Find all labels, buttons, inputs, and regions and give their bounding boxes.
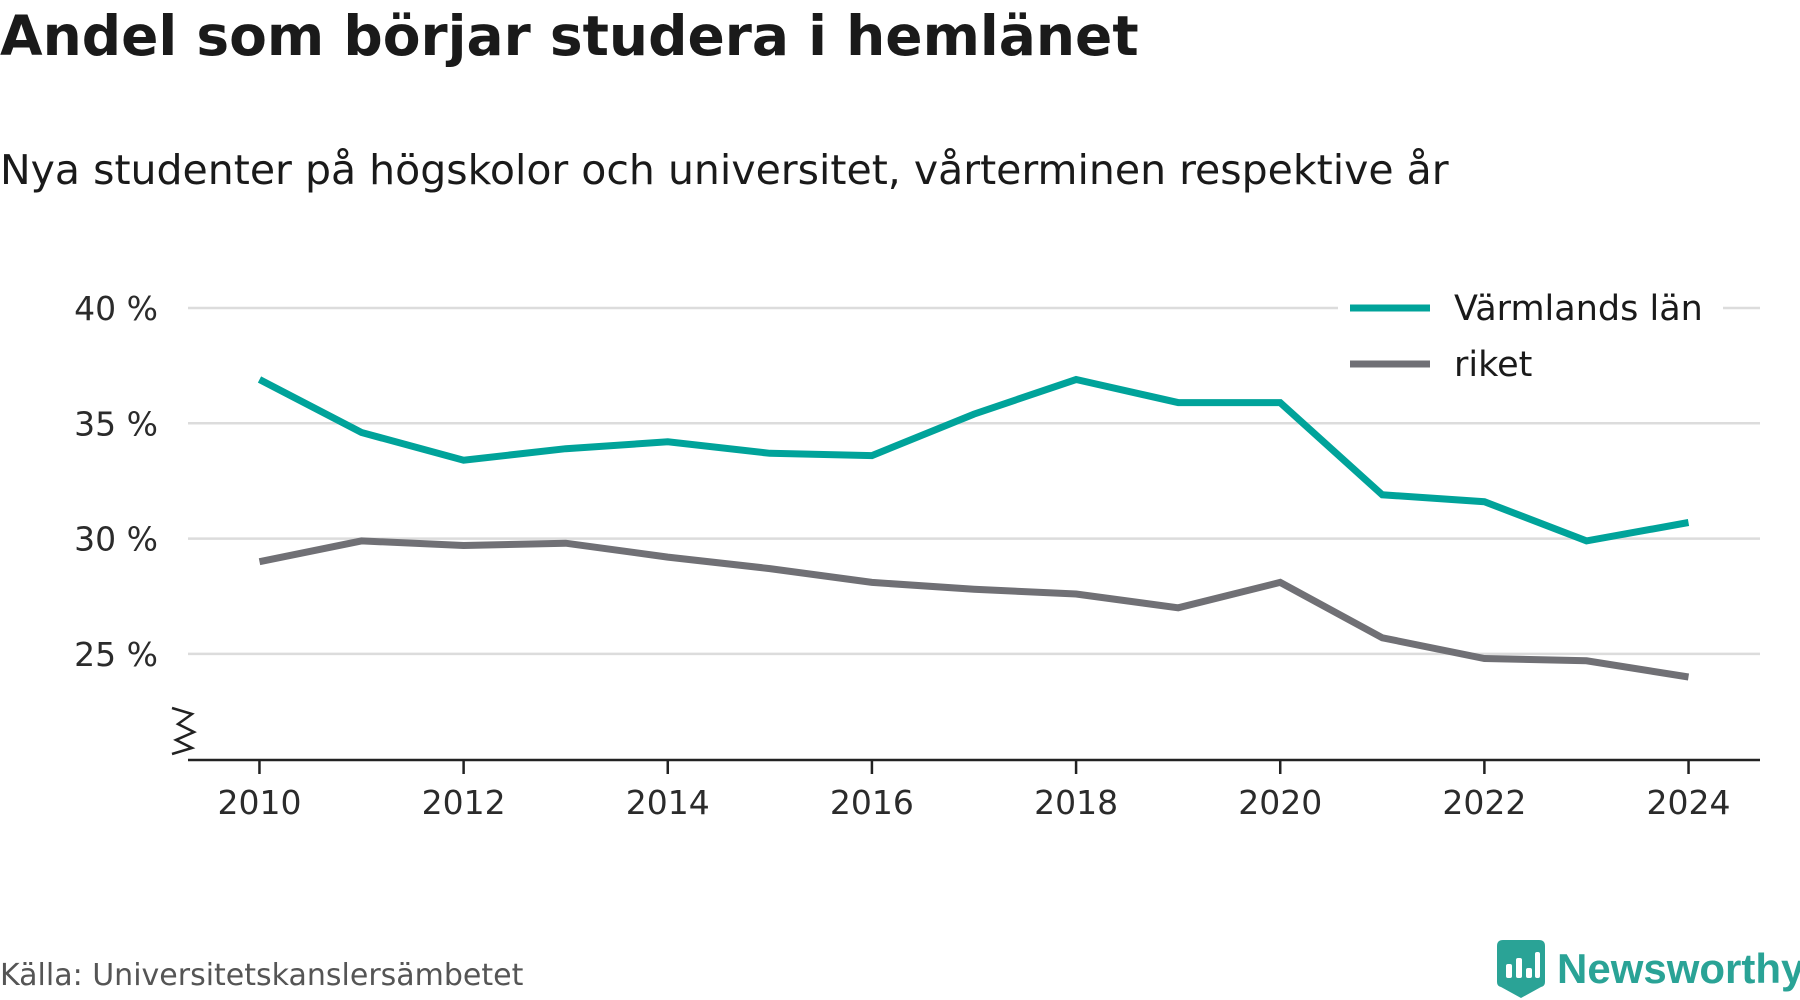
x-axis: 2010 2012 2014 2016 2018 2020 2022 2024	[188, 758, 1760, 822]
x-tick-label: 2016	[830, 783, 914, 822]
chart-title: Andel som börjar studera i hemlänet	[0, 4, 1139, 68]
axis-break-zigzag	[171, 706, 197, 756]
x-tick-label: 2010	[217, 783, 301, 822]
legend: Värmlands län riket	[1350, 289, 1703, 385]
y-tick-label: 35 %	[74, 404, 158, 443]
y-tick-label: 40 %	[74, 289, 158, 328]
legend-label: riket	[1454, 345, 1532, 385]
legend-background	[1338, 286, 1723, 396]
y-axis-ticks: 25 % 30 % 35 % 40 %	[74, 289, 158, 674]
legend-box	[1338, 286, 1723, 396]
newsworthy-logo-icon	[1497, 940, 1545, 998]
y-tick-label: 30 %	[74, 520, 158, 559]
x-tick-label: 2020	[1238, 783, 1322, 822]
x-tick-label: 2012	[422, 783, 506, 822]
x-tick-label: 2018	[1034, 783, 1118, 822]
x-tick-label: 2022	[1442, 783, 1526, 822]
series-line	[258, 537, 1690, 681]
x-tick-label: 2014	[626, 783, 710, 822]
chart-subtitle: Nya studenter på högskolor och universit…	[0, 146, 1449, 194]
series-line	[257, 375, 1690, 545]
series-lines	[257, 375, 1690, 681]
source-note: Källa: Universitetskanslersämbetet	[0, 958, 524, 993]
y-axis-break-icon	[171, 706, 197, 756]
legend-label: Värmlands län	[1454, 289, 1703, 329]
brand-name: Newsworthy	[1557, 945, 1800, 992]
x-tick-label: 2024	[1647, 783, 1731, 822]
y-tick-label: 25 %	[74, 635, 158, 674]
brand-logo: Newsworthy	[1497, 940, 1800, 998]
